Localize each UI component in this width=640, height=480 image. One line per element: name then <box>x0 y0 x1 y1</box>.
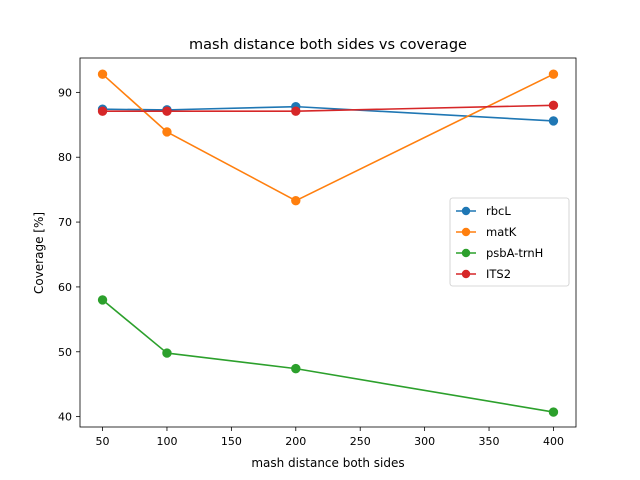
data-point <box>548 100 559 111</box>
data-point <box>291 106 301 116</box>
y-axis-label: Coverage [%] <box>32 212 46 294</box>
y-tick-label: 50 <box>58 346 72 359</box>
x-tick-label: 200 <box>285 435 306 448</box>
legend-label: ITS2 <box>486 267 511 281</box>
series-psbA-trnH <box>97 295 559 417</box>
y-tick-label: 90 <box>58 86 72 99</box>
data-point <box>97 295 108 305</box>
x-tick-label: 250 <box>350 435 371 448</box>
series-ITS2 <box>97 100 559 116</box>
legend: rbcL matK psbA-trnH ITS2 <box>449 197 570 287</box>
data-point <box>291 195 301 206</box>
legend-box <box>449 197 570 287</box>
y-tick-label: 40 <box>58 411 72 424</box>
x-tick-label: 300 <box>414 435 435 448</box>
data-point <box>97 106 108 116</box>
series-line <box>102 299 554 413</box>
legend-marker <box>461 248 471 258</box>
data-point <box>548 407 559 417</box>
series-line <box>102 104 554 112</box>
data-point <box>291 363 301 374</box>
series-matK <box>97 69 559 206</box>
chart-title: mash distance both sides vs coverage <box>189 37 467 53</box>
legend-item: ITS2 <box>456 267 511 281</box>
legend-label: psbA-trnH <box>486 246 543 260</box>
series-line <box>102 105 554 122</box>
data-point <box>162 127 172 137</box>
data-point <box>162 106 172 116</box>
y-tick-label: 70 <box>58 216 72 229</box>
x-tick-label: 400 <box>543 435 564 448</box>
data-point <box>548 69 559 79</box>
x-tick-label: 350 <box>479 435 500 448</box>
legend-label: rbcL <box>486 204 511 218</box>
axes-frame <box>79 57 577 428</box>
data-point <box>162 348 172 358</box>
legend-item: psbA-trnH <box>456 246 543 260</box>
x-tick-label: 150 <box>221 435 242 448</box>
plot-area: 50 100 150 200 250 300 350 400 40 50 60 70 80 90 rbcL m… <box>58 57 577 448</box>
x-tick-label: 100 <box>156 435 177 448</box>
y-tick-label: 60 <box>58 281 72 294</box>
legend-item: matK <box>456 225 517 239</box>
data-point <box>97 69 108 79</box>
legend-marker <box>461 206 471 216</box>
legend-label: matK <box>486 225 517 239</box>
legend-item: rbcL <box>456 204 511 218</box>
x-axis-label: mash distance both sides <box>251 456 404 470</box>
y-tick-label: 80 <box>58 151 72 164</box>
series-line <box>102 73 554 202</box>
legend-marker <box>461 269 471 279</box>
data-point <box>548 116 559 126</box>
legend-marker <box>461 227 471 237</box>
x-tick-label: 50 <box>96 435 110 448</box>
